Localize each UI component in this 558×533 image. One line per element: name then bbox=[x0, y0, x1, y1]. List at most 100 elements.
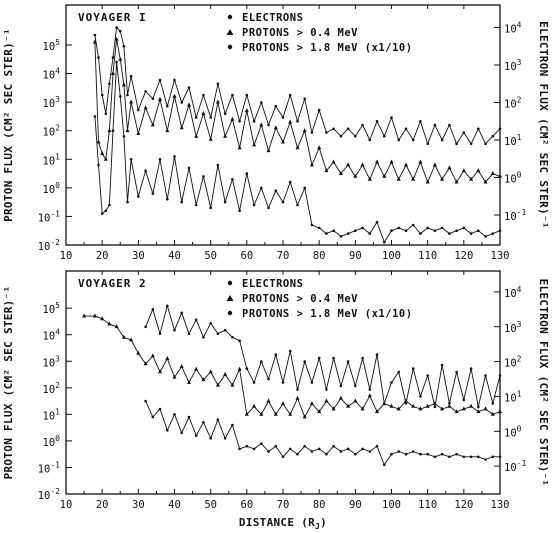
data-point bbox=[187, 86, 191, 89]
data-point bbox=[180, 200, 183, 204]
data-point bbox=[223, 437, 227, 440]
x-tick-label: 50 bbox=[204, 499, 217, 511]
x-tick-label: 130 bbox=[491, 499, 510, 511]
data-point bbox=[209, 437, 212, 440]
y-left-tick-label: 104 bbox=[43, 67, 61, 82]
data-point bbox=[82, 313, 87, 318]
data-point bbox=[107, 321, 112, 326]
data-point bbox=[433, 123, 437, 127]
data-point bbox=[274, 104, 278, 108]
data-point bbox=[477, 405, 480, 409]
data-point bbox=[281, 139, 285, 144]
y-right-tick-label: 104 bbox=[504, 21, 522, 36]
data-point bbox=[201, 377, 206, 382]
data-point bbox=[216, 163, 220, 167]
data-point bbox=[367, 176, 372, 181]
data-point bbox=[310, 381, 314, 384]
data-point bbox=[266, 398, 271, 403]
data-point bbox=[433, 455, 437, 459]
data-point bbox=[209, 206, 212, 210]
data-point bbox=[114, 36, 119, 41]
data-point bbox=[194, 318, 198, 322]
data-point bbox=[173, 413, 176, 416]
data-point bbox=[397, 370, 401, 374]
legend-marker-dot bbox=[227, 44, 233, 50]
data-point bbox=[332, 229, 335, 232]
data-point bbox=[180, 431, 183, 435]
data-point bbox=[455, 229, 458, 232]
x-tick-label: 90 bbox=[349, 250, 362, 262]
data-point bbox=[172, 93, 177, 98]
data-point bbox=[368, 138, 372, 142]
data-point bbox=[317, 145, 322, 150]
data-point bbox=[208, 369, 213, 374]
x-tick-label: 60 bbox=[241, 250, 254, 262]
y-right-tick-label: 102 bbox=[504, 355, 522, 370]
data-point bbox=[462, 226, 466, 230]
data-point bbox=[498, 173, 502, 178]
y-right-tick-label: 10-1 bbox=[504, 459, 526, 474]
y-left-tick-label: 103 bbox=[43, 354, 61, 369]
data-point bbox=[202, 93, 205, 97]
series-1 bbox=[93, 26, 502, 146]
data-point bbox=[215, 99, 220, 104]
data-point bbox=[93, 115, 97, 118]
x-tick-label: 130 bbox=[491, 250, 510, 262]
data-point bbox=[158, 369, 162, 374]
data-point bbox=[296, 388, 299, 391]
data-point bbox=[230, 116, 235, 121]
y-left-tick-label: 100 bbox=[43, 434, 61, 449]
data-point bbox=[324, 168, 329, 173]
data-point bbox=[498, 127, 502, 131]
data-point bbox=[332, 444, 335, 448]
data-point bbox=[418, 406, 423, 411]
data-point bbox=[216, 332, 220, 336]
x-axis-title: DISTANCE (RJ) bbox=[239, 516, 327, 531]
data-point bbox=[144, 90, 147, 93]
data-point bbox=[353, 173, 358, 178]
data-point bbox=[353, 398, 358, 403]
data-point bbox=[404, 402, 408, 405]
data-point bbox=[440, 406, 445, 411]
y-right-tick-label: 103 bbox=[504, 58, 522, 73]
legend-label: PROTONS > 1.8 MeV (x1/10) bbox=[242, 42, 413, 54]
data-point bbox=[166, 304, 169, 308]
series-line bbox=[94, 27, 501, 145]
data-point bbox=[390, 381, 393, 384]
x-tick-label: 100 bbox=[382, 499, 401, 511]
data-point bbox=[252, 403, 257, 408]
data-point bbox=[375, 120, 379, 123]
data-point bbox=[303, 444, 307, 448]
data-point bbox=[440, 176, 445, 181]
data-point bbox=[309, 162, 314, 167]
data-point bbox=[325, 232, 328, 235]
data-point bbox=[209, 322, 212, 325]
data-point bbox=[231, 178, 234, 181]
data-point bbox=[390, 452, 393, 456]
data-point bbox=[281, 401, 285, 406]
x-tick-label: 120 bbox=[454, 499, 473, 511]
data-point bbox=[447, 403, 452, 408]
data-point bbox=[469, 367, 473, 370]
data-point bbox=[484, 235, 487, 238]
data-point bbox=[361, 123, 364, 127]
data-point bbox=[440, 363, 444, 367]
data-point bbox=[260, 360, 263, 363]
y-left-tick-label: 104 bbox=[43, 328, 61, 343]
panel-voyager-2: VOYAGER 2 10 20 30 40 50 60 70 80 90 100 110 120 130 1… bbox=[2, 270, 550, 531]
legend-label: PROTONS > 0.4 MeV bbox=[242, 27, 358, 39]
data-point bbox=[288, 180, 292, 184]
data-point bbox=[115, 26, 118, 29]
data-point bbox=[252, 381, 256, 384]
data-point bbox=[223, 371, 228, 376]
data-point bbox=[426, 142, 430, 146]
data-point bbox=[180, 101, 183, 104]
x-tick-label: 10 bbox=[60, 499, 73, 511]
data-point bbox=[103, 156, 108, 161]
data-point bbox=[346, 403, 351, 408]
data-point bbox=[448, 402, 451, 405]
series-line bbox=[94, 61, 501, 243]
data-point bbox=[309, 401, 314, 406]
x-tick-label: 120 bbox=[454, 250, 473, 262]
data-point bbox=[418, 159, 423, 164]
